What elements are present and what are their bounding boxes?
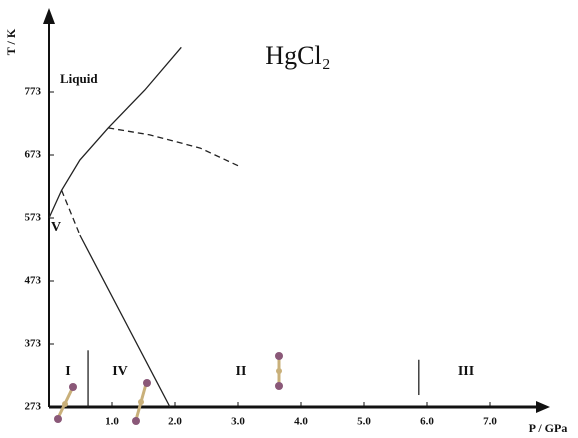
phase-label: II [236,364,247,379]
y-tick-label: 273 [25,401,42,413]
phase-label: III [458,364,474,379]
phase-label: V [51,220,61,235]
x-tick-label: 7.0 [483,416,497,428]
y-tick-label: 673 [25,149,42,161]
molecule-icon [54,383,77,423]
phase-boundary [108,127,239,167]
x-tick-label: 5.0 [357,416,371,428]
y-tick-label: 773 [25,86,42,98]
x-tick-label: 6.0 [420,416,434,428]
y-tick-label: 373 [25,338,42,350]
y-axis-label: T / K [4,28,18,55]
x-tick-label: 4.0 [294,416,308,428]
phase-label: Liquid [60,71,98,86]
molecule-icon [275,352,283,390]
x-tick-label: 2.0 [168,416,182,428]
molecule-icon [132,379,151,425]
phase-boundary [48,46,182,219]
phase-label: IV [112,364,128,379]
chart-title: HgCl₂ [265,41,330,70]
y-tick-label: 473 [25,275,42,287]
x-tick-label: 1.0 [105,416,119,428]
x-axis-label: P / GPa [529,421,568,435]
phase-boundary [79,234,171,408]
y-tick-label: 573 [25,212,42,224]
y-arrow [43,8,55,24]
x-arrow [536,401,550,413]
phase-boundary [60,190,81,236]
x-tick-label: 3.0 [231,416,245,428]
phase-label: I [65,364,70,379]
